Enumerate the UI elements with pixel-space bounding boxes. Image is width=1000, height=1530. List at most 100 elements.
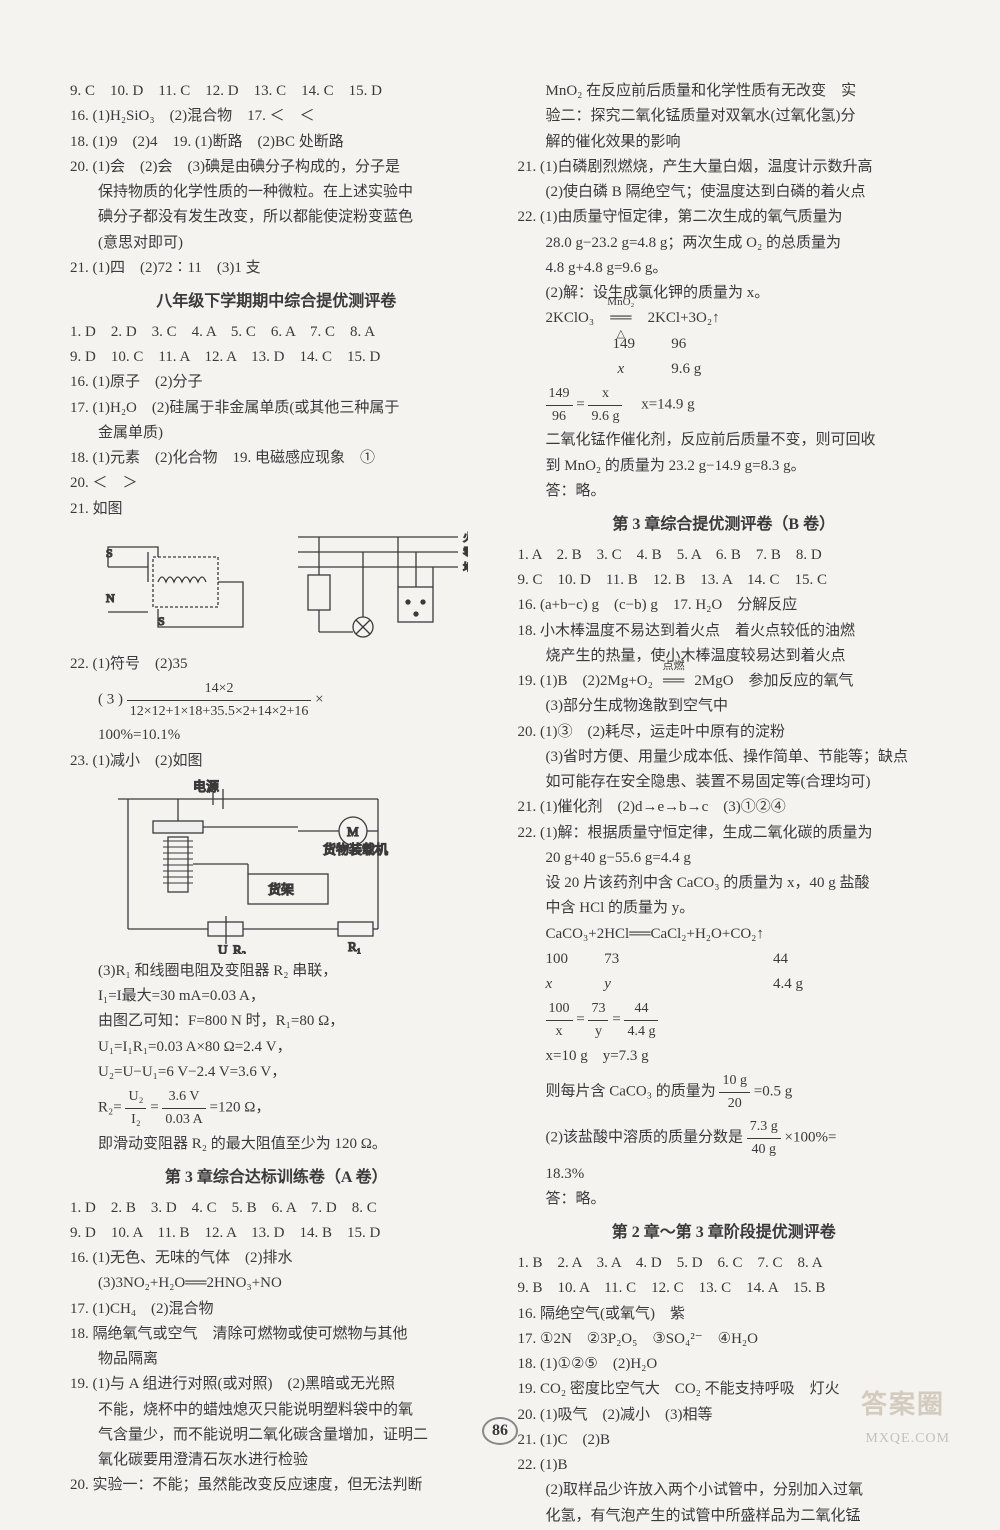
c-20a: 20. (1)③ (2)耗尽，运走叶中原有的淀粉: [518, 721, 931, 744]
c-22d: 中含 HCl 的质量为 y。: [518, 897, 931, 920]
r-20c: 验二：探究二氧化锰质量对双氧水(过氧化氢)分: [518, 105, 931, 128]
r-22a: 22. (1)由质量守恒定律，第二次生成的氧气质量为: [518, 206, 931, 229]
label-n1: N: [106, 591, 115, 605]
c-22eq2: 100 73 44: [518, 948, 931, 971]
c22eq3-2: y: [604, 973, 769, 996]
r22f-d1: 96: [546, 406, 573, 428]
a-23g-pre: R₂=: [98, 1100, 122, 1116]
r-20b: MnO₂ 在反应前后质量和化学性质有无改变 实: [518, 80, 931, 103]
label-u: U: [218, 942, 228, 954]
right-column: MnO₂ 在反应前后质量和化学性质有无改变 实 验二：探究二氧化锰质量对双氧水(…: [518, 80, 931, 1530]
d-22a: 22. (1)B: [518, 1454, 931, 1477]
r22f-n2: x: [588, 383, 622, 406]
r-22eq2: 149 96: [518, 333, 931, 356]
b-19c: 气含量少，而不能说明二氧化碳含量增加，证明二: [70, 1424, 483, 1447]
c22i-post: ×100%=: [785, 1130, 837, 1146]
c-22f: 100x = 73y = 444.4 g: [518, 998, 931, 1042]
c-22j: 18.3%: [518, 1163, 931, 1186]
a23g-d2: 0.03 A: [162, 1109, 205, 1131]
r-22g: 二氧化锰作催化剂，反应前后质量不变，则可回收: [518, 429, 931, 452]
a-22c: 100%=10.1%: [70, 724, 483, 747]
r-22h: 到 MnO₂ 的质量为 23.2 g−14.9 g=8.3 g。: [518, 455, 931, 478]
a-22b-num: 14×2: [127, 678, 312, 701]
c22f-n1: 100: [546, 998, 573, 1021]
left-20d: (意思对即可): [70, 232, 483, 255]
a-23a: 23. (1)减小 (2)如图: [70, 750, 483, 773]
r-22i: 答：略。: [518, 480, 931, 503]
a23g-n1: U₂: [125, 1086, 146, 1109]
c22h-n: 10 g: [719, 1070, 750, 1093]
c22eq3-3: 4.4 g: [773, 976, 803, 992]
c-19a: 19. (1)B (2)2Mg+O₂ 点燃 ══ 2MgO 参加反应的氧气: [518, 670, 931, 693]
a-9-15: 9. D 10. C 11. A 12. A 13. D 14. C 15. D: [70, 346, 483, 369]
a-17b: 金属单质): [70, 422, 483, 445]
d-1-8: 1. B 2. A 3. A 4. D 5. D 6. C 7. C 8. A: [518, 1252, 931, 1275]
c19a-top: 点燃: [657, 658, 691, 675]
d-9-15: 9. B 10. A 11. C 12. C 13. C 14. A 15. B: [518, 1277, 931, 1300]
label-s1: S: [106, 546, 113, 560]
c22eq2-2: 73: [604, 948, 769, 971]
c-22h: 则每片含 CaCO₃ 的质量为 10 g20 =0.5 g: [518, 1070, 931, 1114]
b-16b: (3)3NO₂+H₂O══2HNO₃+NO: [70, 1272, 483, 1295]
c-20b: (3)省时方便、用量少成本低、操作简单、节能等；缺点: [518, 746, 931, 769]
r22eq3a: x: [618, 358, 668, 381]
c-16: 16. (a+b−c) g (c−b) g 17. H₂O 分解反应: [518, 594, 931, 617]
b-17: 17. (1)CH₄ (2)混合物: [70, 1298, 483, 1321]
b-20a: 20. 实验一：不能；虽然能改变反应速度，但无法判断: [70, 1474, 483, 1497]
d-16: 16. 隔绝空气(或氧气) 紫: [518, 1303, 931, 1326]
a-23d: 由图乙可知：F=800 N 时，R₁=80 Ω，: [70, 1010, 483, 1033]
c22i-n: 7.3 g: [747, 1116, 781, 1139]
a-23f: U₂=U−U₁=6 V−2.4 V=3.6 V，: [70, 1061, 483, 1084]
r22eq1-top: MnO₂: [598, 294, 644, 311]
r-22b: 28.0 g−23.2 g=4.8 g；两次生成 O₂ 的总质量为: [518, 232, 931, 255]
r-21b: (2)使白磷 B 隔绝空气；使温度达到白磷的着火点: [518, 181, 931, 204]
label-power: 电源: [193, 779, 219, 794]
triangle-icon: △: [598, 326, 644, 343]
equals-sign-icon: ══: [610, 310, 631, 326]
a-21: 21. 如图: [70, 498, 483, 521]
r22eq1-r: 2KCl+3O₂↑: [648, 310, 720, 326]
c22f-d2: y: [588, 1021, 608, 1043]
heading-ch3b: 第 3 章综合提优测评卷（B 卷）: [518, 513, 931, 538]
r22f-eq: =: [576, 397, 584, 413]
a-16: 16. (1)原子 (2)分子: [70, 371, 483, 394]
c22i-pre: (2)该盐酸中溶质的质量分数是: [546, 1130, 744, 1146]
left-21: 21. (1)四 (2)72∶11 (3)1 支: [70, 257, 483, 280]
a23g-d1: I₂: [125, 1109, 146, 1131]
c22f-d3: 4.4 g: [624, 1021, 658, 1043]
label-motor-m: M: [347, 824, 359, 839]
left-20c: 碘分子都没有发生改变，所以都能使淀粉变蓝色: [70, 206, 483, 229]
d-22c: 化氢，有气泡产生的试管中所盛样品为二氧化锰: [518, 1505, 931, 1528]
a23g-eq: =: [150, 1100, 158, 1116]
c22f-eq2: =: [612, 1012, 620, 1028]
c22eq2-3: 44: [773, 951, 788, 967]
figure-electromagnetic: S N S 火线 零线 地线: [98, 527, 483, 647]
a-22b-frac: 14×2 12×12+1×18+35.5×2+14×2+16: [127, 678, 312, 722]
a-23c: I₁=I最大=30 mA=0.03 A，: [70, 985, 483, 1008]
c-1-8: 1. A 2. B 3. C 4. B 5. A 6. B 7. B 8. D: [518, 544, 931, 567]
label-live: 火线: [463, 530, 468, 544]
label-r2: R₂: [233, 942, 246, 954]
r-21a: 21. (1)白磷剧烈燃烧，产生大量白烟，温度计示数升高: [518, 156, 931, 179]
a-23e: U₁=I₁R₁=0.03 A×80 Ω=2.4 V，: [70, 1036, 483, 1059]
watermark-sub: MXQE.COM: [865, 1428, 950, 1450]
heading-midterm: 八年级下学期期中综合提优测评卷: [70, 290, 483, 315]
c22f-eq1: =: [576, 1012, 584, 1028]
r22f-d2: 9.6 g: [588, 406, 622, 428]
c22h-post: =0.5 g: [754, 1084, 792, 1100]
r22eq1-l: 2KClO₃: [546, 310, 595, 326]
c22eq3-1: x: [546, 973, 601, 996]
c22eq2-1: 100: [546, 948, 601, 971]
b-19d: 氧化碳要用澄清石灰水进行检验: [70, 1449, 483, 1472]
c-22a: 22. (1)解：根据质量守恒定律，生成二氧化碳的质量为: [518, 822, 931, 845]
d-17: 17. ①2N ②3P₂O₅ ③SO₄²⁻ ④H₂O: [518, 1328, 931, 1351]
label-shelf: 货架: [268, 882, 294, 897]
left-16-17: 16. (1)H₂SiO₃ (2)混合物 17. ＜ ＜: [70, 105, 483, 128]
c-22k: 答：略。: [518, 1188, 931, 1211]
b-19a: 19. (1)与 A 组进行对照(或对照) (2)黑暗或无光照: [70, 1373, 483, 1396]
a-20: 20. ＜ ＞: [70, 472, 483, 495]
r22eq3b: 9.6 g: [671, 361, 701, 377]
a-22b: ( 3 ) 14×2 12×12+1×18+35.5×2+14×2+16 ×: [70, 678, 483, 722]
b-9-15: 9. D 10. A 11. B 12. A 13. D 14. B 15. D: [70, 1222, 483, 1245]
left-column: 9. C 10. D 11. C 12. D 13. C 14. C 15. D…: [70, 80, 483, 1530]
